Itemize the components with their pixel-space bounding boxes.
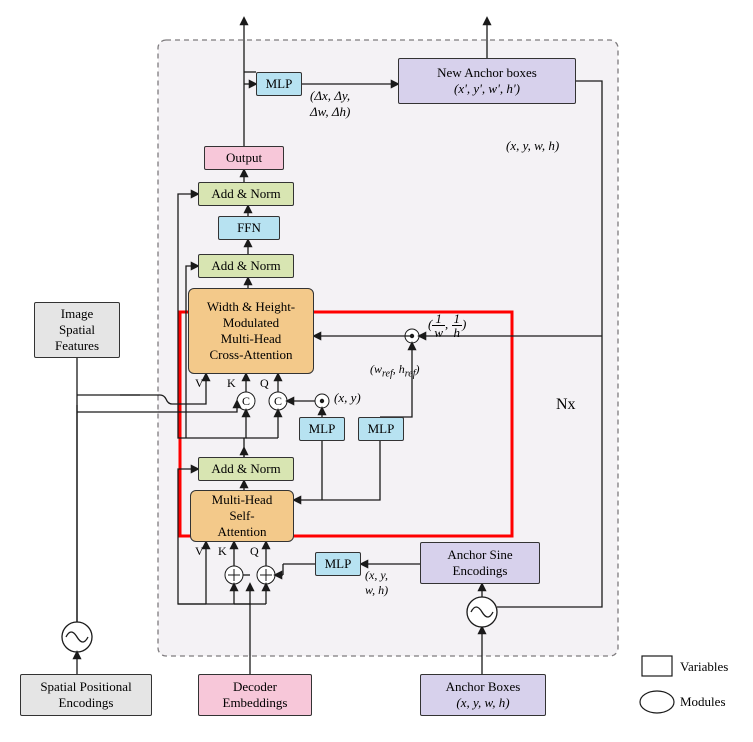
wref-label: (wref, href) <box>370 362 420 379</box>
mlp-bot-label: MLP <box>325 556 352 572</box>
xywh-bot-l1: (x, y, <box>365 568 388 582</box>
delta-label: (Δx, Δy, Δw, Δh) <box>310 88 350 120</box>
new-anchor-l1: New Anchor boxes <box>437 65 537 80</box>
v-cross-label: V <box>195 376 204 391</box>
q-self-label: Q <box>250 544 259 559</box>
addnorm-3: Add & Norm <box>198 457 294 481</box>
ifeat-l3: Features <box>55 338 99 353</box>
ffn-box: FFN <box>218 216 280 240</box>
ifeat-l2: Spatial <box>59 322 95 337</box>
mlp-mid2-label: MLP <box>368 421 395 437</box>
new-anchor-box: New Anchor boxes (x', y', w', h') <box>398 58 576 104</box>
xy-label: (x, y) <box>334 390 361 406</box>
new-anchor-l2: (x', y', w', h') <box>454 81 520 96</box>
wref-sub1: ref <box>382 368 393 379</box>
image-features-box: Image Spatial Features <box>34 302 120 358</box>
k-self-label: K <box>218 544 227 559</box>
decoder-emb-box: Decoder Embeddings <box>198 674 312 716</box>
diagram-root: New Anchor boxes (x', y', w', h') MLP Ou… <box>0 0 753 742</box>
frac-label: (1w, 1h) <box>428 312 466 339</box>
frac-sep: , <box>445 316 448 331</box>
mlp-bot: MLP <box>315 552 361 576</box>
ffn-label: FFN <box>237 220 261 236</box>
abox-l2: (x, y, w, h) <box>456 695 509 710</box>
spatial-enc-box: Spatial Positional Encodings <box>20 674 152 716</box>
cattn-l2: Modulated <box>223 315 279 330</box>
wref-sub2: ref <box>405 368 416 379</box>
wref-p2: , h <box>393 362 405 376</box>
addnorm3-label: Add & Norm <box>211 461 280 477</box>
demb-l2: Embeddings <box>223 695 288 710</box>
addnorm1-label: Add & Norm <box>211 186 280 202</box>
addnorm2-label: Add & Norm <box>211 258 280 274</box>
asine-l2: Encodings <box>453 563 508 578</box>
frac-n1: 1 <box>432 312 445 326</box>
cattn-l1: Width & Height- <box>207 299 295 314</box>
mlp-top: MLP <box>256 72 302 96</box>
xywh-bot-label: (x, y, w, h) <box>365 568 388 598</box>
legend-mod-label: Modules <box>680 694 726 710</box>
mlp-mid-2: MLP <box>358 417 404 441</box>
frac-d1: w <box>432 326 445 339</box>
addnorm-2: Add & Norm <box>198 254 294 278</box>
spenc-l2: Encodings <box>59 695 114 710</box>
spenc-l1: Spatial Positional <box>40 679 131 694</box>
v-self-label: V <box>195 544 204 559</box>
output-label: Output <box>226 150 262 166</box>
sattn-l3: Attention <box>217 524 266 539</box>
sattn-l1: Multi-Head <box>212 492 273 507</box>
self-attn-box: Multi-Head Self- Attention <box>190 490 294 542</box>
c2-label: C <box>274 394 282 409</box>
legend-var-label: Variables <box>680 659 728 675</box>
cross-attn-box: Width & Height- Modulated Multi-Head Cro… <box>188 288 314 374</box>
wref-p1: (w <box>370 362 382 376</box>
output-box: Output <box>204 146 284 170</box>
anchor-boxes-box: Anchor Boxes (x, y, w, h) <box>420 674 546 716</box>
delta-l1: (Δx, Δy, <box>310 88 350 103</box>
nx-label: Nx <box>556 396 576 414</box>
delta-l2: Δw, Δh) <box>310 104 350 119</box>
asine-l1: Anchor Sine <box>447 547 512 562</box>
sattn-l2: Self- <box>229 508 254 523</box>
cattn-l4: Cross-Attention <box>209 347 292 362</box>
mlp-mid-1: MLP <box>299 417 345 441</box>
ifeat-l1: Image <box>61 306 93 321</box>
k-cross-label: K <box>227 376 236 391</box>
frac-d2: h <box>452 326 463 339</box>
cattn-l3: Multi-Head <box>221 331 282 346</box>
xywh-bot-l2: w, h) <box>365 583 388 597</box>
mlp-mid1-label: MLP <box>309 421 336 437</box>
q-cross-label: Q <box>260 376 269 391</box>
xywh-top-label: (x, y, w, h) <box>506 138 559 154</box>
addnorm-1: Add & Norm <box>198 182 294 206</box>
frac-close: ) <box>462 316 466 331</box>
c1-label: C <box>242 394 250 409</box>
demb-l1: Decoder <box>233 679 277 694</box>
mlp-top-label: MLP <box>266 76 293 92</box>
wref-close: ) <box>416 362 420 376</box>
frac-n2: 1 <box>452 312 463 326</box>
anchor-sine-box: Anchor Sine Encodings <box>420 542 540 584</box>
abox-l1: Anchor Boxes <box>446 679 521 694</box>
